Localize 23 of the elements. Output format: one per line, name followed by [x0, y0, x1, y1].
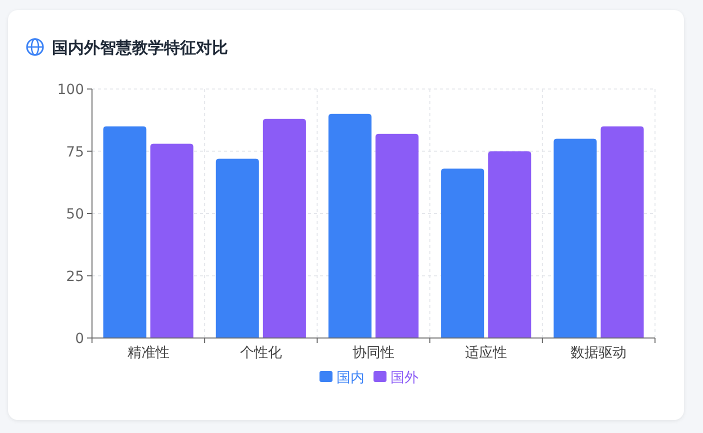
chart-title: 国内外智慧教学特征对比	[52, 38, 228, 57]
bar	[150, 144, 194, 338]
y-tick-label: 0	[75, 331, 84, 347]
y-tick-label: 100	[57, 82, 84, 98]
bar	[441, 168, 484, 338]
bar	[488, 151, 532, 338]
x-tick-label: 协同性	[352, 345, 394, 361]
y-tick-label: 25	[66, 268, 84, 285]
x-tick-label: 数据驱动	[570, 345, 627, 361]
legend-label: 国内	[336, 370, 364, 386]
bar	[262, 118, 306, 338]
x-tick-label: 适应性	[465, 345, 508, 361]
bar	[554, 138, 597, 338]
y-tick-label: 75	[66, 144, 84, 160]
bar	[376, 134, 419, 338]
bar	[328, 114, 372, 338]
y-tick-label: 50	[66, 206, 84, 222]
x-tick-label: 个性化	[240, 345, 282, 361]
x-tick-label: 精准性	[127, 345, 170, 361]
bar	[216, 158, 259, 338]
bar	[103, 126, 146, 338]
bar	[600, 126, 644, 338]
legend-label: 国外	[390, 370, 418, 386]
